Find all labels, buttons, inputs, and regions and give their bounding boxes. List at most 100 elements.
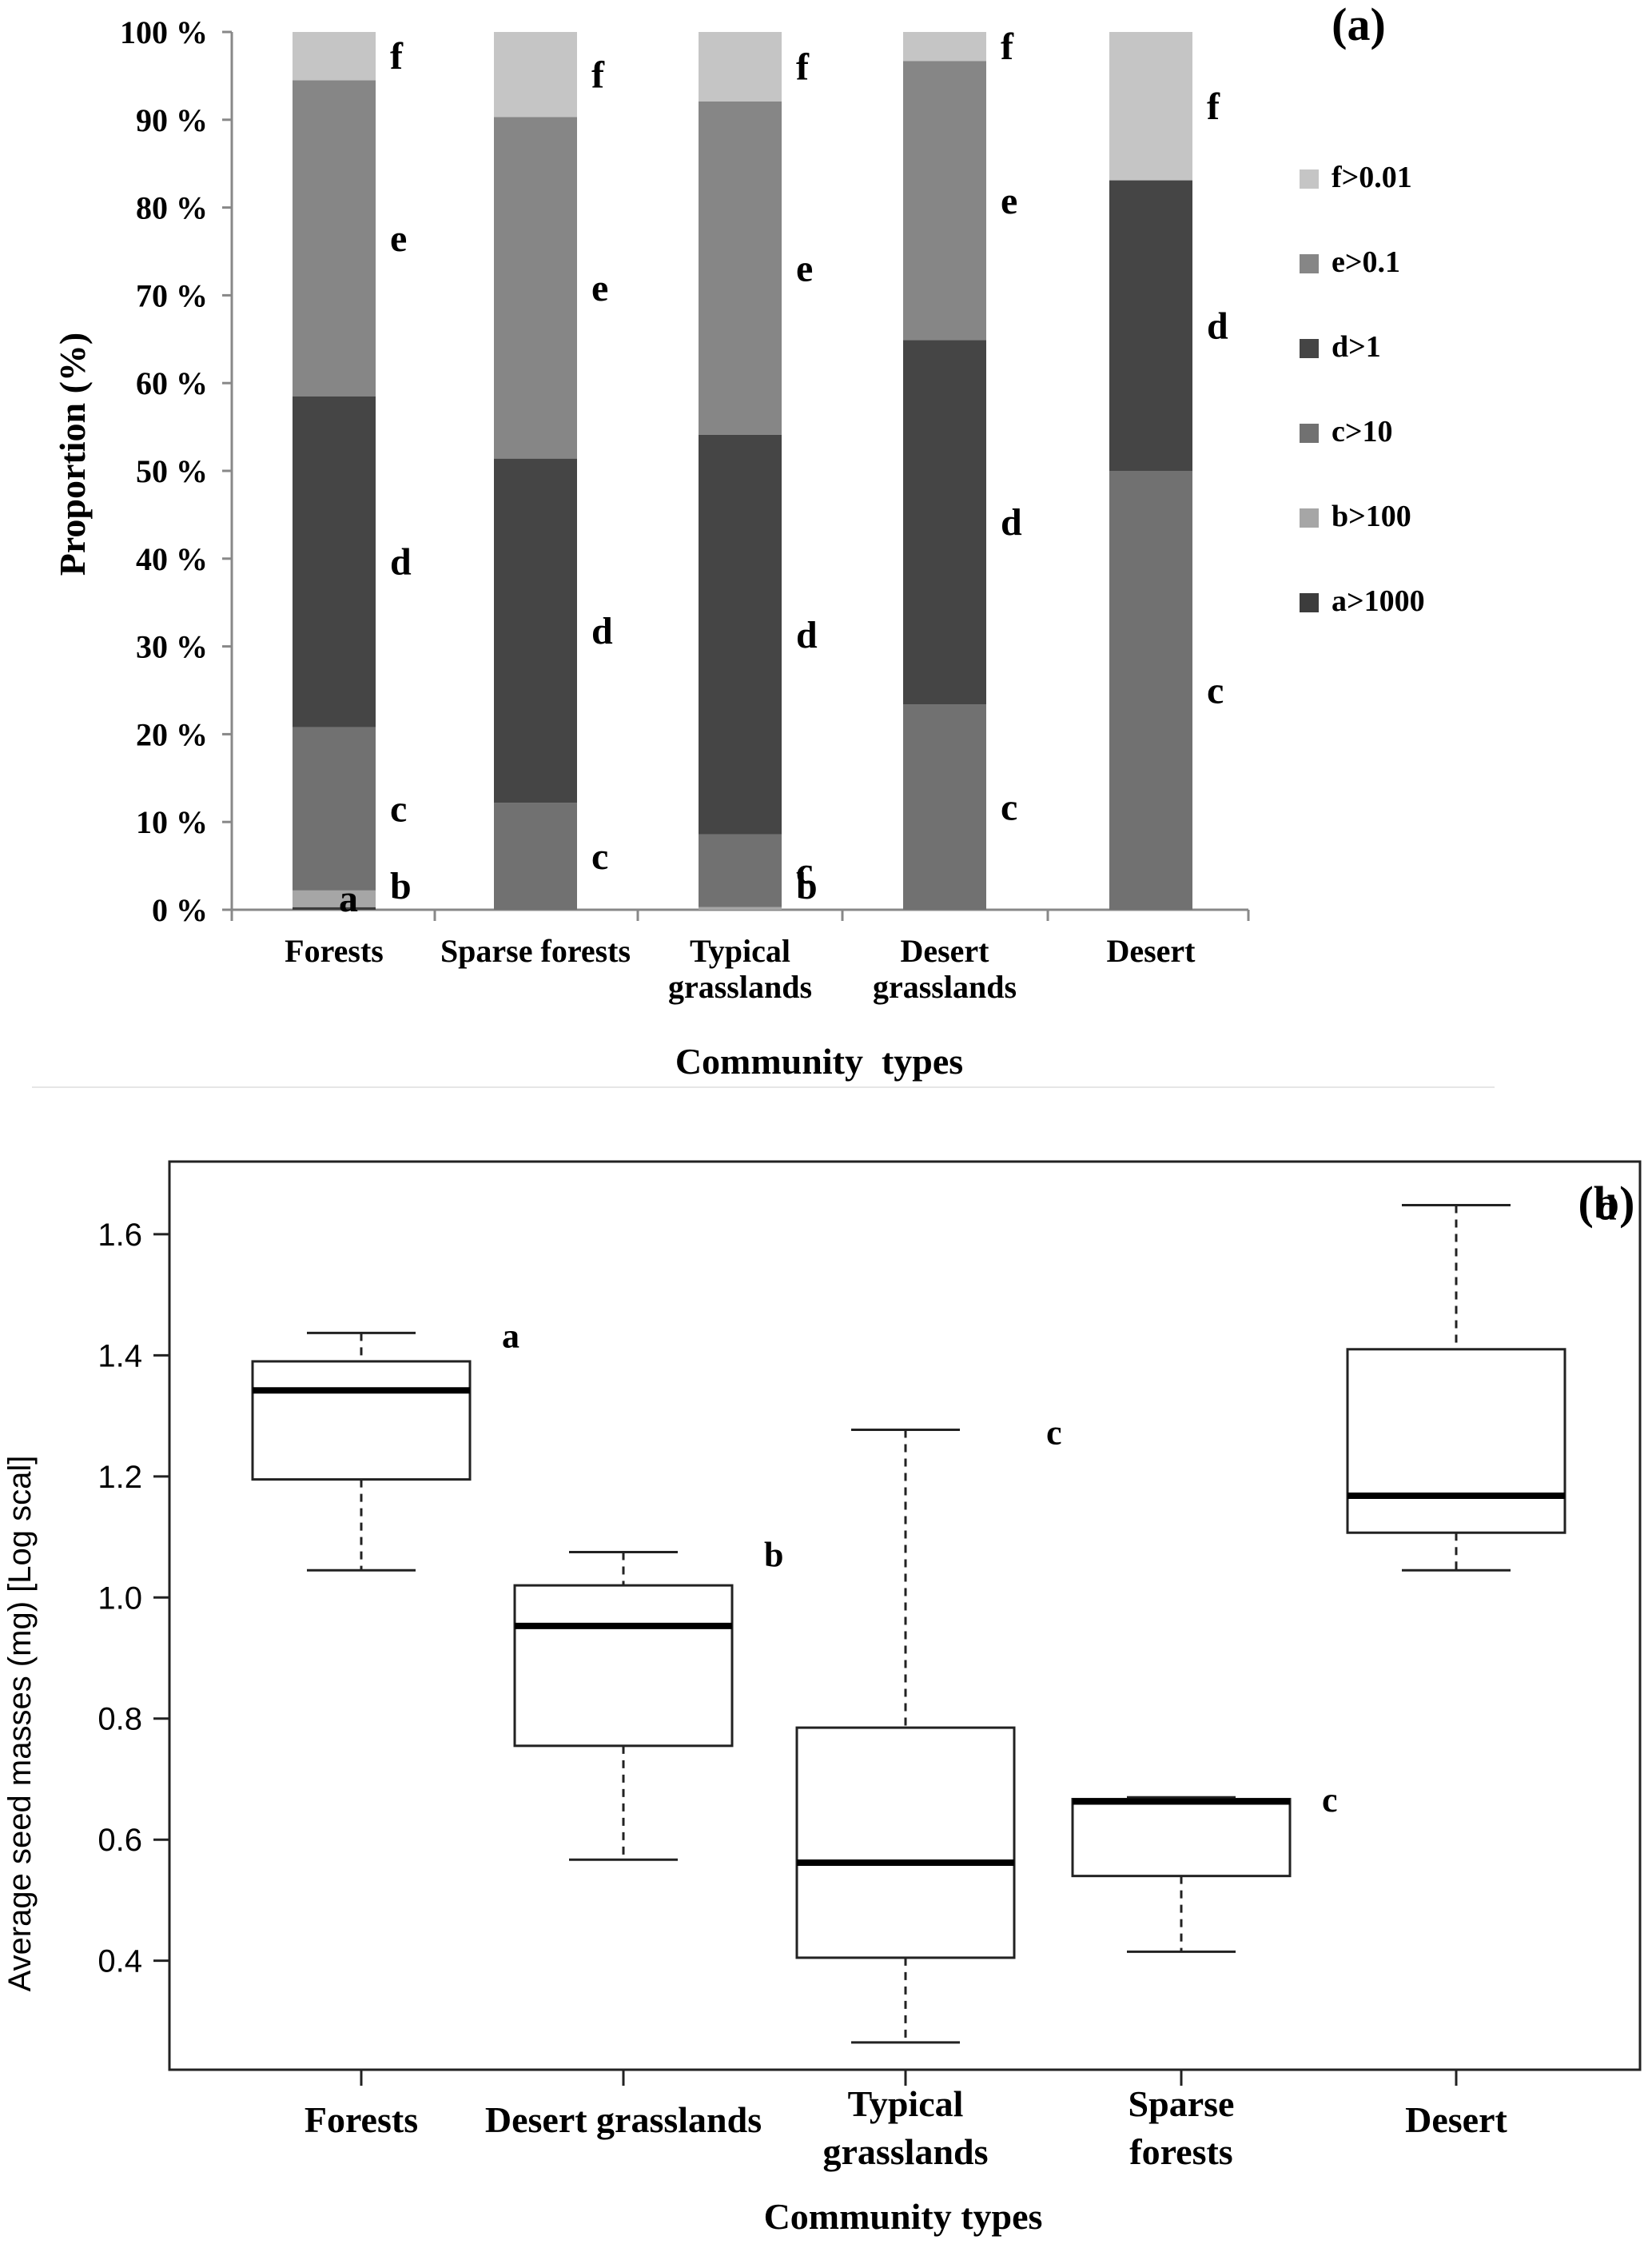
panel-a-bar-segment-e bbox=[494, 117, 577, 459]
panel-a-bar-segment-e bbox=[903, 61, 986, 341]
panel-a-bar-segment-f bbox=[903, 32, 986, 62]
panel-a-bar-segment-a bbox=[293, 907, 376, 910]
panel-b-category-label: Typical bbox=[848, 2083, 964, 2124]
panel-a-legend-swatch-b bbox=[1300, 508, 1319, 528]
panel-a-category-label: Desert bbox=[1106, 933, 1196, 969]
panel-a-segment-letter: f bbox=[390, 35, 404, 78]
panel-a-y-tick-label: 70 % bbox=[136, 277, 208, 313]
panel-b-significance-letter: d bbox=[1597, 1189, 1616, 1228]
panel-a-bar-segment-d bbox=[903, 340, 986, 705]
panel-a-segment-letter: c bbox=[1001, 787, 1017, 829]
panel-a-bar-segment-d bbox=[699, 434, 782, 835]
panel-a-bar-segment-d bbox=[1109, 180, 1192, 471]
panel-a-segment-letter: c bbox=[591, 835, 608, 878]
panel-a-category-label: Desert bbox=[900, 933, 989, 969]
panel-b-y-axis-title: Average seed masses (mg) [Log scal] bbox=[2, 1456, 38, 1992]
panel-a-bar-segment-c bbox=[1109, 471, 1192, 910]
panel-a-legend-label: d>1 bbox=[1332, 330, 1381, 364]
panel-a-label: (a) bbox=[1332, 0, 1386, 50]
panel-b-y-tick-label: 1.2 bbox=[98, 1460, 142, 1495]
panel-a-segment-letter: c bbox=[796, 850, 813, 892]
panel-b-y-tick-label: 1.0 bbox=[98, 1580, 142, 1616]
panel-a-y-tick-label: 80 % bbox=[136, 190, 208, 226]
panel-a-legend-swatch-a bbox=[1300, 593, 1319, 612]
panel-a-segment-letter: e bbox=[390, 217, 407, 260]
panel-a-legend-label: f>0.01 bbox=[1332, 161, 1412, 194]
panel-a-category-label: grasslands bbox=[873, 969, 1017, 1005]
panel-b-category-label: Desert bbox=[1405, 2099, 1507, 2140]
panel-b-x-axis-title: Community types bbox=[764, 2196, 1043, 2237]
panel-b-box bbox=[1346, 1348, 1566, 1534]
panel-a-bar-segment-d bbox=[293, 396, 376, 727]
panel-a-segment-letter: a bbox=[339, 878, 358, 920]
panel-a-x-axis-title: Community types bbox=[675, 1041, 963, 1082]
panel-b-significance-letter: c bbox=[1322, 1780, 1338, 1820]
panel-a-bar-segment-c bbox=[903, 704, 986, 910]
panel-a-y-axis-title: Proportion (%) bbox=[52, 333, 93, 576]
panel-b-box bbox=[513, 1584, 734, 1748]
panel-a-bar-segment-e bbox=[293, 80, 376, 397]
panel-a-stacked-bar-chart: (a) Proportion (%) Community types 0 % 10… bbox=[32, 0, 1495, 1088]
panel-a-category-label: Sparse forests bbox=[440, 933, 631, 969]
panel-a-bar-segment-f bbox=[699, 32, 782, 102]
panel-a-segment-letter: b bbox=[390, 865, 412, 907]
panel-a-segment-letter: c bbox=[390, 788, 407, 831]
panel-a-bar-segment-e bbox=[699, 101, 782, 435]
panel-b-category-label: grasslands bbox=[822, 2131, 988, 2172]
panel-a-bar-segment-c bbox=[293, 727, 376, 891]
panel-b-y-tick-label: 0.6 bbox=[98, 1823, 142, 1858]
panel-a-legend-label: c>10 bbox=[1332, 415, 1393, 448]
panel-b-y-tick-label: 1.6 bbox=[98, 1218, 142, 1253]
panel-a-segment-letter: e bbox=[591, 267, 608, 309]
panel-a-legend-swatch-d bbox=[1300, 339, 1319, 358]
panel-b-boxplot-chart: (b) Average seed masses (mg) [Log scal] … bbox=[2, 1160, 1642, 2237]
panel-a-category-label: Forests bbox=[285, 933, 384, 969]
panel-a-segment-letter: e bbox=[796, 247, 813, 289]
panel-a-y-tick-label: 10 % bbox=[136, 804, 208, 840]
panel-a-bar-segment-f bbox=[1109, 32, 1192, 181]
panel-a-y-tick-label: 60 % bbox=[136, 365, 208, 401]
panel-a-y-tick-label: 50 % bbox=[136, 453, 208, 489]
panel-a-bar-segment-f bbox=[494, 32, 577, 118]
panel-a-segment-letter: d bbox=[591, 610, 613, 652]
panel-a-bar-segment-c bbox=[699, 834, 782, 907]
panel-b-significance-letter: c bbox=[1046, 1413, 1062, 1452]
panel-b-y-tick-label: 1.4 bbox=[98, 1338, 142, 1373]
panel-a-legend-label: e>0.1 bbox=[1332, 245, 1400, 279]
panel-b-label: (b) bbox=[1578, 1177, 1635, 1229]
panel-b-box bbox=[251, 1360, 472, 1481]
panel-b-y-tick-label: 0.4 bbox=[98, 1944, 142, 1979]
panel-a-segment-letter: f bbox=[1001, 26, 1014, 68]
panel-a-bar-segment-b bbox=[699, 907, 782, 910]
panel-a-y-tick-label: 30 % bbox=[136, 629, 208, 665]
panel-a-segment-letter: d bbox=[1207, 305, 1228, 347]
panel-a-category-label: Typical bbox=[690, 933, 790, 969]
panel-b-category-label: forests bbox=[1129, 2131, 1232, 2172]
panel-a-segment-letter: f bbox=[1207, 86, 1220, 128]
panel-a-bar-segment-b bbox=[293, 890, 376, 907]
panel-a-bar-segment-d bbox=[494, 458, 577, 803]
panel-a-legend-label: b>100 bbox=[1332, 500, 1411, 533]
panel-a-category-label: grasslands bbox=[668, 969, 812, 1005]
panel-a-legend-swatch-f bbox=[1300, 169, 1319, 189]
panel-b-category-label: Desert grasslands bbox=[485, 2099, 762, 2140]
panel-b-significance-letter: a bbox=[502, 1316, 519, 1355]
panel-b-category-label: Forests bbox=[305, 2099, 418, 2140]
panel-b-y-tick-label: 0.8 bbox=[98, 1702, 142, 1737]
panel-a-y-tick-label: 20 % bbox=[136, 716, 208, 752]
panel-a-segment-letter: f bbox=[591, 54, 605, 96]
panel-a-legend-swatch-c bbox=[1300, 424, 1319, 443]
panel-a-y-tick-label: 40 % bbox=[136, 541, 208, 577]
panel-b-category-label: Sparse bbox=[1129, 2083, 1235, 2124]
panel-b-significance-letter: b bbox=[764, 1535, 783, 1574]
panel-a-segment-letter: b bbox=[796, 865, 818, 907]
panel-a-segment-letter: f bbox=[796, 46, 810, 88]
panel-a-segment-letter: d bbox=[796, 614, 818, 656]
panel-a-legend-label: a>1000 bbox=[1332, 584, 1425, 618]
panel-a-segment-letter: d bbox=[390, 541, 412, 584]
panel-a-segment-letter: c bbox=[1207, 670, 1224, 712]
panel-a-segment-letter: e bbox=[1001, 180, 1017, 222]
panel-b-box bbox=[795, 1726, 1016, 1959]
panel-a-y-tick-label: 0 % bbox=[152, 892, 208, 928]
